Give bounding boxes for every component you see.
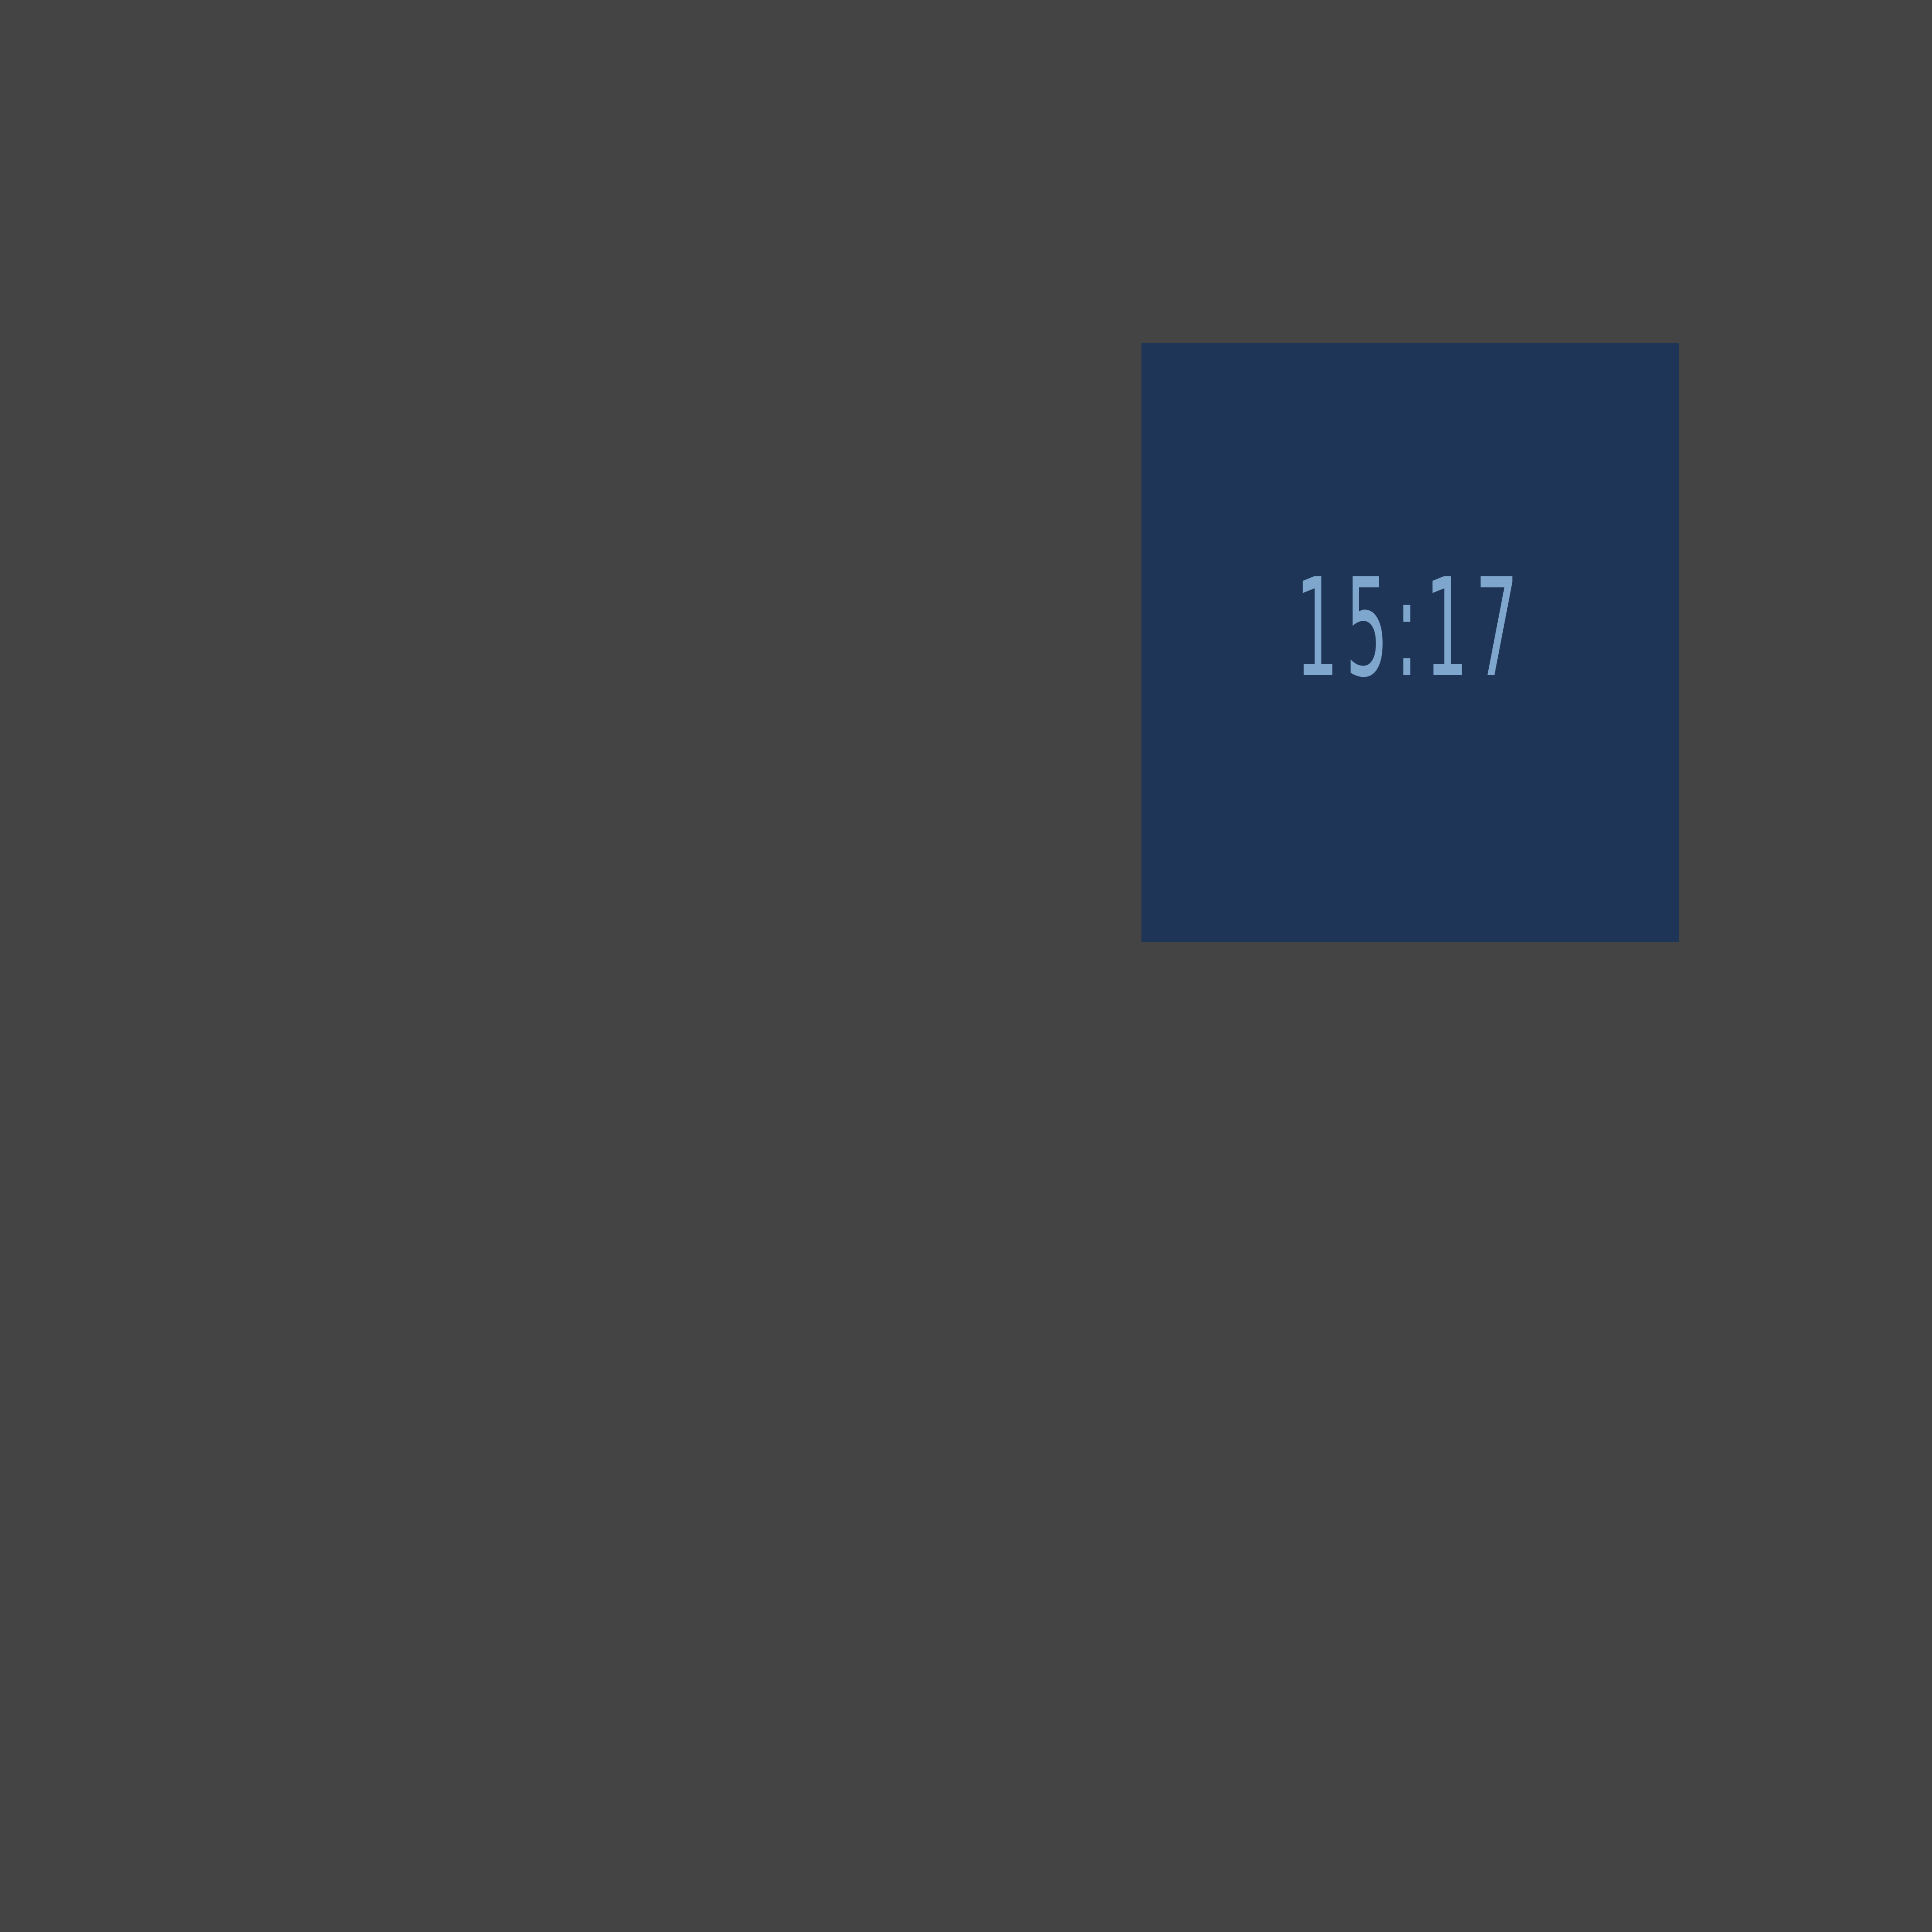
clock-tile[interactable]: 15:17 [1141, 343, 1679, 942]
clock-time: 15:17 [1295, 549, 1525, 707]
